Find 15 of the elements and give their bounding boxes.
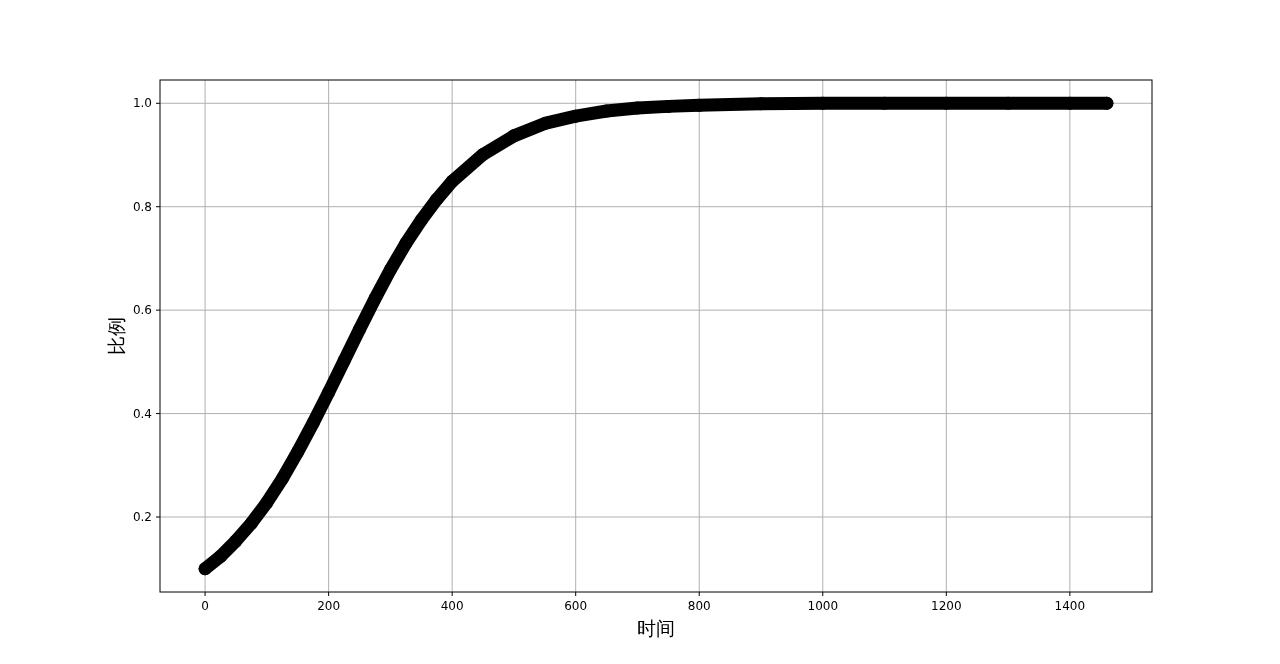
x-tick-label: 400 — [440, 599, 464, 613]
x-tick-label: 1400 — [1054, 599, 1086, 613]
x-tick-label: 0 — [201, 599, 209, 613]
x-tick-label: 800 — [687, 599, 711, 613]
x-tick-label: 600 — [564, 599, 588, 613]
y-tick-label: 1.0 — [132, 96, 152, 111]
x-tick-label: 1000 — [807, 599, 839, 613]
y-axis-title: 比例 — [105, 317, 127, 355]
x-tick-label: 200 — [317, 599, 341, 613]
y-tick-label: 0.2 — [132, 510, 152, 525]
x-tick-label: 1200 — [931, 599, 962, 613]
y-tick-label: 0.4 — [132, 406, 152, 421]
y-tick-label: 0.6 — [132, 303, 152, 318]
x-axis-title: 时间 — [637, 617, 675, 639]
y-tick-label: 0.8 — [132, 199, 152, 214]
